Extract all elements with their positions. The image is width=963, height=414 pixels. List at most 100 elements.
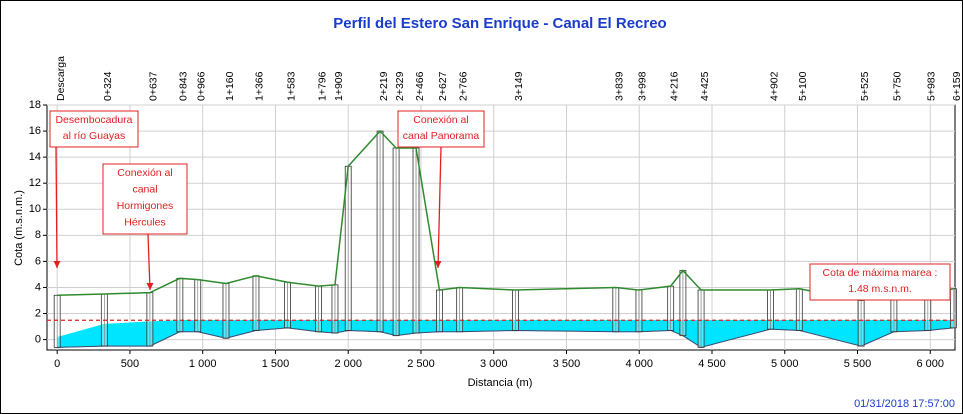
node-label: 5+983 — [926, 71, 938, 101]
annotation-text: Desembocadura — [55, 114, 132, 126]
ground-line — [57, 129, 954, 302]
node-label: 3+149 — [513, 71, 525, 101]
x-tick-label: 2 500 — [407, 358, 435, 370]
node-label: 6+159 — [951, 71, 963, 101]
node — [194, 279, 202, 333]
node — [767, 289, 774, 330]
annotation-text: Cota de máxima marea : — [823, 267, 938, 279]
chart-title: Perfil del Estero San Enrique - Canal El… — [333, 15, 666, 32]
node — [612, 287, 620, 333]
x-tick-label: 5 500 — [844, 358, 872, 370]
x-tick-label: 6 000 — [916, 358, 944, 370]
node-label-group: 4+425 — [699, 71, 711, 101]
annotation-text: Conexión al — [117, 167, 172, 179]
node — [697, 289, 705, 348]
node-label: 2+219 — [378, 71, 390, 101]
node — [949, 288, 957, 329]
node-label-group: 0+324 — [102, 71, 114, 101]
annotation-arrow — [55, 146, 58, 269]
node-label-group: 0+966 — [196, 71, 208, 101]
node-label-group: 1+796 — [316, 71, 328, 101]
node-label: 1+366 — [254, 71, 266, 101]
x-tick-label: 0 — [54, 358, 60, 370]
node-label-group: 2+627 — [437, 71, 449, 101]
node-label-group: 3+998 — [637, 71, 649, 101]
node-label: 0+324 — [102, 71, 114, 101]
x-tick-label: 500 — [121, 358, 139, 370]
node — [222, 283, 230, 339]
annotation-text: 1.48 m.s.n.m. — [848, 283, 912, 295]
node-label-group: 1+909 — [333, 71, 345, 101]
node-label: 4+216 — [668, 71, 680, 101]
node-label: 4+425 — [699, 71, 711, 101]
x-tick-label: 5 000 — [771, 358, 799, 370]
node-label: 0+637 — [148, 71, 160, 101]
node-label: 2+329 — [394, 71, 406, 101]
node-label-group: 0+843 — [178, 71, 190, 101]
node — [436, 289, 443, 333]
node-label-group: 5+750 — [892, 71, 904, 101]
annotation-box — [49, 110, 139, 148]
node-label: 1+160 — [224, 71, 236, 101]
annotation-text: Hormigones — [117, 200, 174, 212]
node — [146, 292, 154, 347]
node-label: 4+902 — [768, 71, 780, 101]
node — [512, 289, 519, 331]
node-label-group: 5+100 — [797, 71, 809, 101]
node — [176, 277, 184, 333]
node-label: 0+843 — [178, 71, 190, 101]
annotation-text: Conexión al — [413, 114, 468, 126]
x-tick-label: 4 000 — [625, 358, 653, 370]
x-tick-label: 4 500 — [698, 358, 726, 370]
node — [795, 288, 803, 331]
node-label: 1+583 — [285, 71, 297, 101]
node-label-group: 0+637 — [148, 71, 160, 101]
node — [315, 285, 322, 333]
node-label-group: 5+525 — [859, 71, 871, 101]
node — [456, 287, 464, 333]
y-axis-label: Cota (m.s.n.m.) — [13, 190, 25, 266]
node-label: 1+796 — [316, 71, 328, 101]
node-label-group: 2+329 — [394, 71, 406, 101]
node — [376, 130, 384, 333]
node-label: 5+525 — [859, 71, 871, 101]
arrow-head — [434, 261, 442, 268]
node-label-group: 1+366 — [254, 71, 266, 101]
node-label: 2+627 — [437, 71, 449, 101]
node — [284, 281, 291, 329]
annotation-text: canal — [132, 183, 157, 195]
node-label-group: 2+219 — [378, 71, 390, 101]
node — [635, 289, 643, 333]
node-label-group: 3+839 — [614, 71, 626, 101]
node-label-group: 5+983 — [926, 71, 938, 101]
x-tick-label: 3 000 — [480, 358, 508, 370]
node-label-group: 1+160 — [224, 71, 236, 101]
arrow-head — [146, 283, 154, 290]
y-tick-label: 12 — [29, 177, 41, 189]
node-label-group: 2+466 — [414, 71, 426, 101]
timestamp: 01/31/2018 17:57:00 — [854, 398, 955, 410]
node — [392, 147, 400, 337]
node — [53, 294, 61, 348]
node-label: 5+750 — [892, 71, 904, 101]
annotation-box — [102, 163, 188, 235]
node-label-group: 6+159 — [951, 71, 963, 101]
x-tick-label: 1 000 — [189, 358, 217, 370]
y-tick-label: 8 — [35, 229, 41, 241]
node — [857, 300, 865, 347]
y-tick-label: 0 — [35, 333, 41, 345]
node — [331, 284, 339, 334]
node-label-group: 4+216 — [668, 71, 680, 101]
arrow-head — [53, 261, 61, 268]
node-label: 3+998 — [637, 71, 649, 101]
node-label-group: 1+583 — [285, 71, 297, 101]
plot-area — [46, 104, 956, 351]
y-tick-label: 2 — [35, 307, 41, 319]
node-label: 5+100 — [797, 71, 809, 101]
x-tick-label: 3 500 — [553, 358, 581, 370]
annotation-arrow — [437, 146, 442, 269]
node — [667, 285, 675, 331]
annotation-text: Hércules — [124, 216, 165, 228]
y-tick-label: 6 — [35, 255, 41, 267]
